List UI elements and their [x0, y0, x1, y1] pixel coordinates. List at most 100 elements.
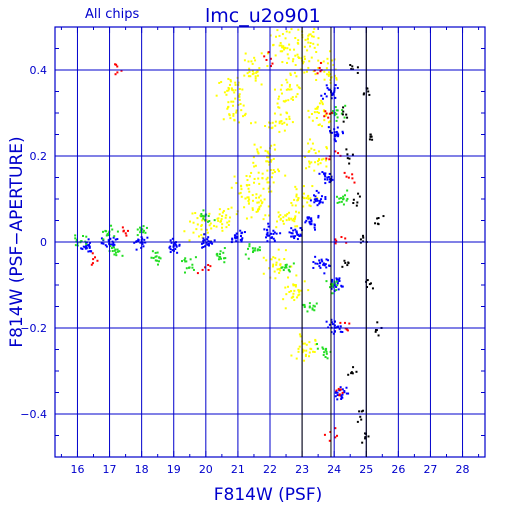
data-point-green [219, 257, 222, 260]
data-point-red [269, 57, 272, 60]
data-point-yellow [309, 45, 312, 48]
data-point-yellow [295, 188, 298, 191]
data-point-yellow [294, 285, 297, 288]
data-point-yellow [304, 156, 307, 159]
data-point-blue [299, 233, 302, 236]
data-point-yellow [268, 163, 271, 166]
data-point-blue [335, 278, 338, 281]
data-point-yellow [268, 214, 271, 217]
data-point-yellow [218, 81, 221, 84]
data-point-yellow [307, 289, 310, 292]
data-point-blue [313, 228, 316, 231]
data-point-blue [334, 391, 337, 394]
data-point-blue [326, 87, 329, 90]
data-point-blue [325, 266, 328, 269]
data-point-red [265, 58, 268, 61]
data-point-blue [272, 237, 275, 240]
data-point-yellow [259, 199, 262, 202]
data-point-yellow [271, 172, 274, 175]
data-point-blue [137, 240, 140, 243]
data-point-yellow [308, 116, 311, 119]
data-point-red [328, 158, 331, 161]
data-point-yellow [284, 286, 287, 289]
data-point-yellow [321, 125, 324, 128]
data-point-yellow [255, 193, 258, 196]
data-point-yellow [277, 248, 280, 251]
data-point-blue [290, 235, 293, 238]
data-point-yellow [317, 37, 320, 40]
data-point-yellow [299, 335, 302, 338]
data-point-green [151, 250, 154, 253]
data-point-yellow [227, 223, 230, 226]
data-point-yellow [325, 67, 328, 70]
data-point-yellow [254, 164, 257, 167]
data-point-black [342, 120, 345, 123]
data-point-yellow [281, 33, 284, 36]
data-point-yellow [267, 152, 270, 155]
data-point-yellow [335, 78, 338, 81]
data-point-blue [343, 391, 346, 394]
data-point-blue [203, 245, 206, 248]
data-point-yellow [275, 261, 278, 264]
data-point-yellow [217, 219, 220, 222]
data-point-yellow [297, 28, 300, 31]
data-point-yellow [274, 120, 277, 123]
data-point-yellow [285, 219, 288, 222]
data-point-black [345, 113, 348, 116]
data-point-yellow [237, 81, 240, 84]
data-point-yellow [312, 70, 315, 73]
data-point-yellow [247, 60, 250, 63]
data-point-yellow [295, 357, 298, 360]
data-point-yellow [307, 197, 310, 200]
data-point-blue [321, 171, 324, 174]
data-point-yellow [272, 43, 275, 46]
data-point-black [359, 415, 362, 418]
data-point-blue [202, 245, 205, 248]
data-point-yellow [284, 249, 287, 252]
data-point-yellow [312, 42, 315, 45]
data-point-green [111, 250, 114, 253]
data-point-yellow [315, 116, 318, 119]
data-point-green [342, 198, 345, 201]
data-point-blue [323, 178, 326, 181]
data-point-green [322, 347, 325, 350]
data-point-green [333, 281, 336, 284]
data-point-green [104, 229, 107, 232]
data-point-yellow [312, 350, 315, 353]
data-point-blue [174, 243, 177, 246]
data-point-black [367, 435, 370, 438]
data-point-yellow [248, 67, 251, 70]
data-point-yellow [279, 269, 282, 272]
data-point-blue [271, 236, 274, 239]
data-point-green [113, 253, 116, 256]
data-point-black [374, 222, 377, 225]
data-point-yellow [302, 60, 305, 63]
data-point-yellow [222, 209, 225, 212]
data-point-blue [347, 392, 350, 395]
data-point-green [101, 230, 104, 233]
data-point-yellow [235, 109, 238, 112]
data-point-green [202, 217, 205, 220]
data-point-red [337, 387, 340, 390]
data-point-yellow [316, 43, 319, 46]
data-point-blue [323, 174, 326, 177]
data-point-yellow [183, 230, 186, 233]
data-point-yellow [307, 66, 310, 69]
data-point-yellow [286, 61, 289, 64]
data-point-yellow [205, 219, 208, 222]
data-point-blue [202, 237, 205, 240]
data-point-green [292, 262, 295, 265]
data-point-yellow [262, 256, 265, 259]
data-point-yellow [290, 265, 293, 268]
data-point-yellow [287, 285, 290, 288]
data-point-yellow [210, 227, 213, 230]
data-point-yellow [317, 124, 320, 127]
data-point-blue [85, 247, 88, 250]
data-point-yellow [294, 185, 297, 188]
data-point-yellow [279, 214, 282, 217]
data-point-green [324, 355, 327, 358]
data-point-yellow [226, 89, 229, 92]
data-point-yellow [314, 152, 317, 155]
data-point-green [85, 235, 88, 238]
data-point-green [202, 209, 205, 212]
